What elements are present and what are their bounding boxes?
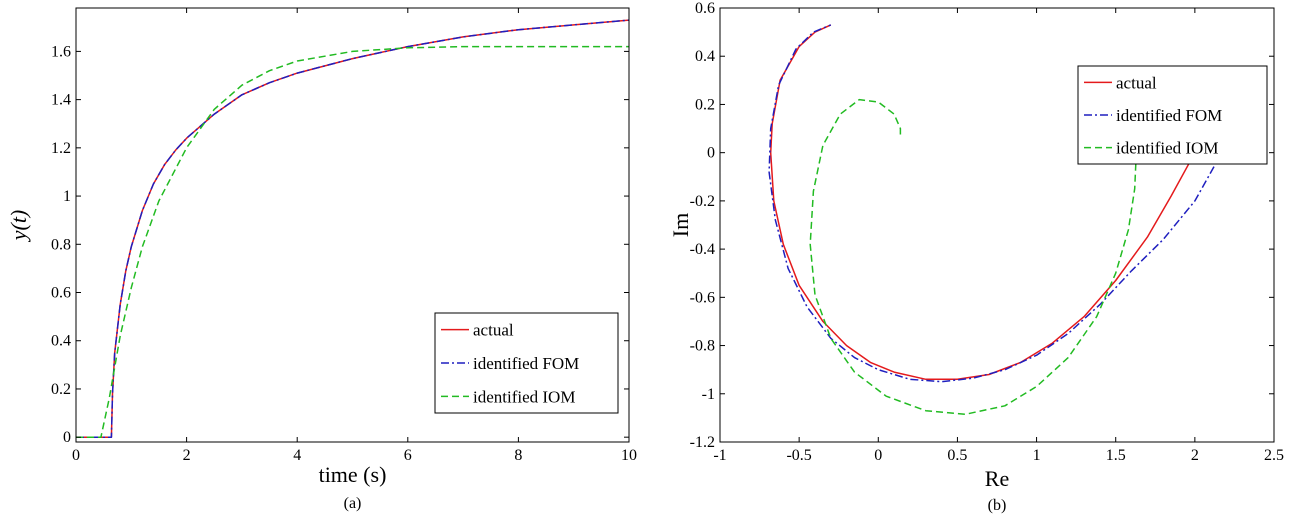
y-tick-label: -0.2 (690, 193, 715, 210)
y-tick-label: 0.6 (695, 0, 715, 17)
series-line-identified-fom (76, 19, 629, 438)
legend-label: actual (1116, 73, 1157, 92)
y-tick-label: -0.4 (690, 241, 715, 258)
y-tick-label: 0.4 (695, 48, 715, 65)
x-tick-label: 2.5 (1264, 447, 1284, 464)
legend-label: identified FOM (1116, 106, 1222, 125)
x-tick-label: 2 (1191, 447, 1199, 464)
legend: actual identified FOM identified IOM (434, 312, 619, 414)
panel-b-nyquist-plot: -1 -0.5 0 0.5 1 1.5 2 2.5-1.2-1-0.8-0.6-0.4-0.2… (668, 0, 1284, 514)
x-tick-label: 0 (72, 447, 80, 464)
y-tick-label: 0 (707, 145, 715, 162)
plot-frame (75, 7, 630, 443)
y-tick-label: 1.6 (51, 43, 71, 60)
x-tick-label: 1.5 (1106, 447, 1126, 464)
x-tick-label: 10 (621, 447, 637, 464)
y-tick-label: 0.6 (51, 285, 71, 302)
y-tick-label: 1.4 (51, 92, 71, 109)
x-axis-label: Re (985, 466, 1009, 491)
legend-label: identified IOM (473, 387, 575, 406)
y-tick-label: 0.2 (695, 96, 715, 113)
x-tick-label: 2 (183, 447, 191, 464)
x-tick-label: 8 (514, 447, 522, 464)
y-tick-label: -0.6 (690, 289, 715, 306)
legend-label: actual (473, 321, 514, 340)
panel-caption: (a) (344, 495, 362, 512)
x-tick-label: 6 (404, 447, 412, 464)
y-tick-label: 0.2 (51, 381, 71, 398)
series-line-identified-iom (76, 45, 629, 438)
panel-a-time-response: 0 2 4 6 8 10 0 0.2 0.4 0.6 0.8 1 1.2 1.4 1.6 time (s) y(… (6, 7, 637, 512)
series-line-identified-iom (809, 98, 1138, 416)
y-tick-label: 0.4 (51, 333, 71, 350)
x-axis-label: time (s) (319, 462, 387, 487)
y-tick-label: -1.2 (690, 434, 715, 451)
y-tick-label: 0.8 (51, 236, 71, 253)
legend-label: identified IOM (1116, 139, 1218, 158)
y-tick-label: 0 (63, 429, 71, 446)
y-tick-label: 1.2 (51, 140, 71, 157)
y-tick-label: -1 (702, 386, 715, 403)
y-axis-label: y(t) (6, 210, 31, 243)
series-line-identified-fom (768, 24, 1223, 383)
x-tick-label: 4 (293, 447, 301, 464)
panel-caption: (b) (988, 497, 1007, 514)
x-tick-label: 0 (874, 447, 882, 464)
legend-label: identified FOM (473, 354, 579, 373)
x-tick-label: -1 (713, 447, 726, 464)
x-tick-label: 0.5 (947, 447, 967, 464)
x-tick-label: -0.5 (786, 447, 811, 464)
plot-frame (719, 7, 1275, 443)
y-tick-label: -0.8 (690, 338, 715, 355)
y-axis-label: Im (668, 213, 693, 237)
y-tick-label: 1 (63, 188, 71, 205)
legend: actual identified FOM identified IOM (1077, 65, 1268, 165)
x-tick-label: 1 (1033, 447, 1041, 464)
